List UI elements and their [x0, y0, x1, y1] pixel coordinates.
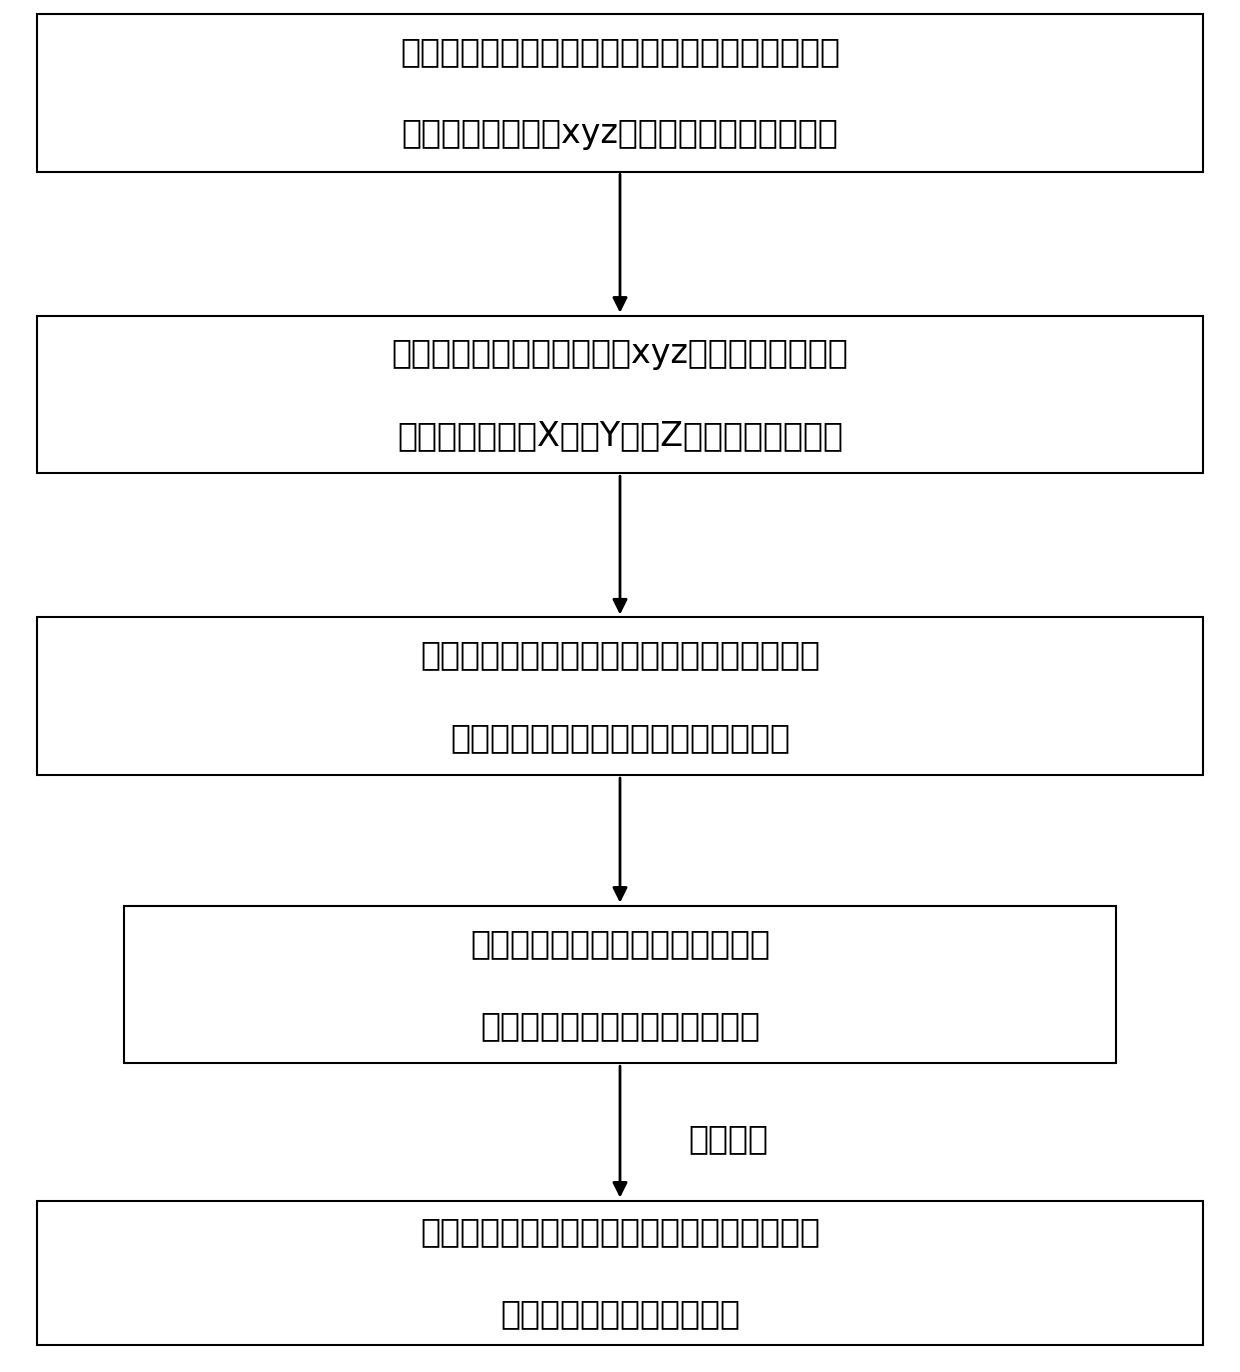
Bar: [37, 316, 1203, 473]
Text: 信息，并转化为对xyz线性机械装置的驱动指令: 信息，并转化为对xyz线性机械装置的驱动指令: [402, 117, 838, 151]
Text: 主控芯片控制输出到电磁铁单元的电流方向，: 主控芯片控制输出到电磁铁单元的电流方向，: [420, 1214, 820, 1249]
Text: 主控芯片设定充电参数并控制充电: 主控芯片设定充电参数并控制充电: [470, 926, 770, 960]
Bar: [124, 906, 1116, 1063]
Text: 动充电枪相应沿X轴、Y轴、Z轴移动至相应位置: 动充电枪相应沿X轴、Y轴、Z轴移动至相应位置: [397, 418, 843, 453]
Bar: [37, 617, 1203, 775]
Bar: [37, 14, 1203, 172]
Text: 模块通过充电枪对充电接头供电: 模块通过充电枪对充电接头供电: [480, 1008, 760, 1043]
Text: 主控芯片输出驱动指令驱动xyz线性机械装置，带: 主控芯片输出驱动指令驱动xyz线性机械装置，带: [392, 336, 848, 370]
Text: 充电完成: 充电完成: [688, 1122, 769, 1155]
Text: 主控芯片控制输出到电磁铁单元的电流方向，: 主控芯片控制输出到电磁铁单元的电流方向，: [420, 638, 820, 672]
Bar: [37, 1200, 1203, 1345]
Text: 主控芯片通过红外摄像头获取汽车充电接头的坐标: 主控芯片通过红外摄像头获取汽车充电接头的坐标: [401, 34, 839, 69]
Text: 充电枪与汽车充电接头定位并固定连接: 充电枪与汽车充电接头定位并固定连接: [450, 720, 790, 755]
Text: 充电枪与汽车充电接头断开: 充电枪与汽车充电接头断开: [500, 1297, 740, 1331]
